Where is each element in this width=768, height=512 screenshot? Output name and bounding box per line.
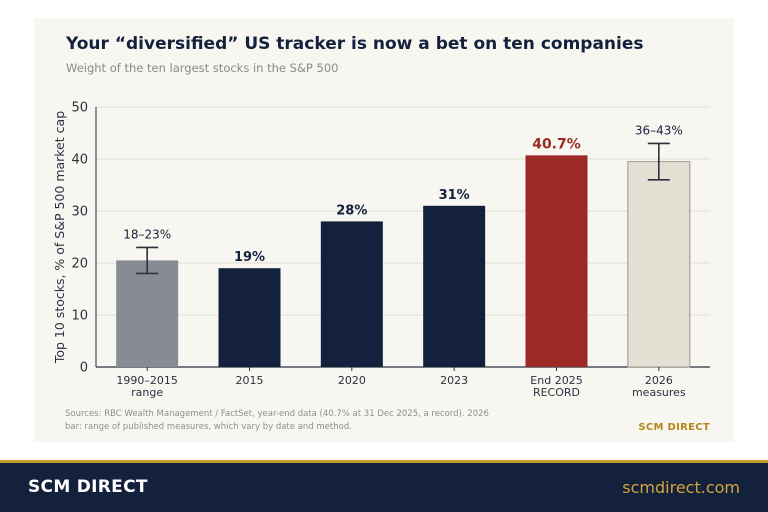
footer-link[interactable]: scmdirect.com [622, 478, 740, 497]
bar [218, 268, 281, 367]
data-label: 18–23% [123, 227, 171, 241]
bar [116, 260, 179, 367]
data-label: 31% [439, 188, 470, 203]
y-tick-label: 50 [71, 101, 88, 116]
data-label: 40.7% [532, 136, 581, 152]
bar-chart: 0 10 20 30 40 50 Top 10 stocks, % of S&P 500 m… [52, 101, 710, 399]
card-brand-label: SCM DIRECT [638, 422, 710, 433]
source-footnote: Sources: RBC Wealth Management / FactSet… [65, 409, 489, 432]
y-tick-label: 10 [71, 309, 88, 324]
x-tick-label: 2026 [645, 374, 673, 387]
footer-bar: SCM DIRECT scmdirect.com [0, 460, 768, 512]
y-tick-label: 20 [71, 257, 88, 272]
chart-title: Your “diversified” US tracker is now a b… [66, 34, 644, 54]
y-tick-label: 0 [80, 361, 88, 376]
bar [627, 161, 691, 368]
bar [423, 205, 486, 367]
y-tick-label: 40 [71, 153, 88, 168]
bar [320, 221, 383, 367]
chart-card: Your “diversified” US tracker is now a b… [34, 18, 734, 442]
x-tick-label: RECORD [533, 386, 580, 399]
data-label: 28% [336, 203, 367, 218]
y-axis-label: Top 10 stocks, % of S&P 500 market cap [52, 111, 67, 364]
bar [525, 155, 588, 367]
footer-brand: SCM DIRECT [28, 477, 148, 497]
x-tick-label: 1990–2015 [116, 374, 178, 387]
x-tick-label: End 2025 [530, 374, 582, 387]
data-label: 19% [234, 250, 265, 265]
data-label: 36–43% [635, 123, 683, 137]
y-tick-label: 30 [71, 205, 88, 220]
x-tick-label: measures [632, 386, 686, 399]
x-tick-label: range [131, 386, 163, 399]
x-tick-label: 2020 [338, 374, 366, 387]
chart-subtitle: Weight of the ten largest stocks in the … [66, 61, 339, 75]
x-tick-label: 2015 [236, 374, 264, 387]
x-tick-label: 2023 [440, 374, 468, 387]
